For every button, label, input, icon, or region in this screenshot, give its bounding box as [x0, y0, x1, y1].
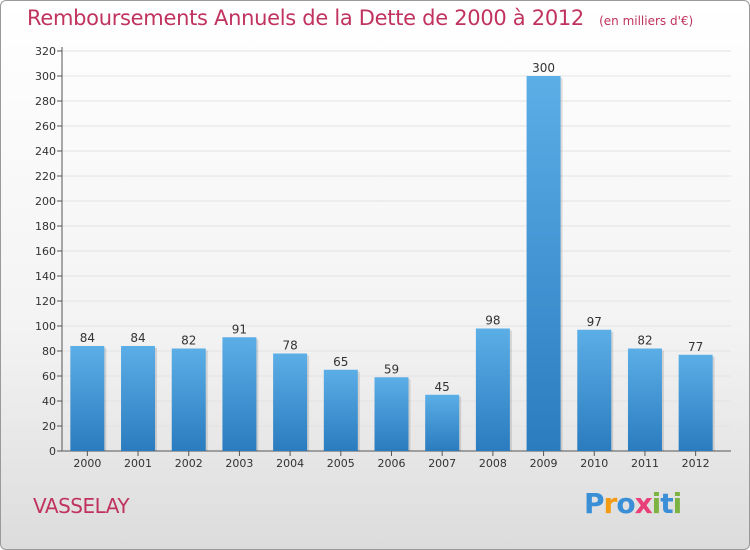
y-tick-label: 160 — [35, 245, 56, 258]
x-tick-label: 2010 — [580, 457, 608, 470]
y-tick-label: 220 — [35, 170, 56, 183]
bar-value-label: 77 — [688, 340, 703, 354]
y-tick-label: 60 — [42, 370, 56, 383]
y-tick-label: 260 — [35, 120, 56, 133]
x-tick-label: 2002 — [175, 457, 203, 470]
bar-value-label: 45 — [435, 380, 450, 394]
bar-value-label: 82 — [637, 334, 652, 348]
y-tick-label: 120 — [35, 295, 56, 308]
y-tick-label: 300 — [35, 70, 56, 83]
x-tick-label: 2003 — [225, 457, 253, 470]
bar-value-label: 91 — [232, 322, 247, 336]
x-tick-label: 2004 — [276, 457, 304, 470]
bar — [70, 346, 105, 451]
y-tick-label: 100 — [35, 320, 56, 333]
x-tick-label: 2005 — [327, 457, 355, 470]
x-tick-label: 2000 — [73, 457, 101, 470]
commune-name: VASSELAY — [33, 494, 130, 518]
x-tick-label: 2001 — [124, 457, 152, 470]
y-tick-label: 80 — [42, 345, 56, 358]
y-tick-label: 320 — [35, 45, 56, 58]
y-tick-label: 40 — [42, 395, 56, 408]
bar — [171, 348, 206, 451]
y-tick-label: 200 — [35, 195, 56, 208]
bar — [374, 377, 409, 451]
y-tick-label: 180 — [35, 220, 56, 233]
bar — [121, 346, 156, 451]
bar-value-label: 82 — [181, 334, 196, 348]
bars — [70, 76, 715, 451]
logo-letter: t — [660, 487, 673, 520]
logo-letter: P — [584, 487, 605, 520]
logo-letter: o — [616, 487, 635, 520]
bar — [222, 337, 257, 451]
logo-letter: r — [603, 487, 618, 520]
bar — [323, 369, 358, 451]
logo-letter: i — [651, 487, 662, 520]
bar — [627, 348, 662, 451]
bar-value-label: 300 — [532, 61, 555, 75]
y-tick-label: 20 — [42, 420, 56, 433]
bar-value-label: 78 — [282, 339, 297, 353]
bar — [273, 353, 308, 451]
logo-letter: i — [672, 487, 683, 520]
chart-title: Remboursements Annuels de la Dette de 20… — [27, 6, 584, 30]
y-tick-label: 280 — [35, 95, 56, 108]
bar-value-label: 84 — [130, 331, 145, 345]
axes: 0 20 40 60 80 100 120 140 160 180 200 220 240 260 280 3… — [35, 45, 731, 470]
x-tick-label: 2009 — [530, 457, 558, 470]
x-tick-label: 2008 — [479, 457, 507, 470]
bar-value-label: 97 — [587, 315, 602, 329]
bar — [526, 76, 561, 451]
bar — [475, 328, 510, 451]
bar — [577, 329, 612, 451]
x-tick-label: 2006 — [378, 457, 406, 470]
proxiti-logo: Proxiti — [584, 487, 683, 520]
bar-value-label: 59 — [384, 362, 399, 376]
x-tick-label: 2011 — [631, 457, 659, 470]
unit-note: (en milliers d'€) — [599, 14, 694, 28]
bar — [425, 394, 460, 451]
chart-title-group: Remboursements Annuels de la Dette de 20… — [27, 6, 693, 30]
y-tick-label: 0 — [49, 445, 56, 458]
bar-value-label: 98 — [485, 314, 500, 328]
bar-value-label: 84 — [80, 331, 95, 345]
bar — [678, 354, 713, 451]
bar-value-label: 65 — [333, 355, 348, 369]
y-tick-label: 140 — [35, 270, 56, 283]
x-tick-label: 2012 — [682, 457, 710, 470]
x-tick-label: 2007 — [428, 457, 456, 470]
y-tick-label: 240 — [35, 145, 56, 158]
logo-letter: x — [634, 487, 653, 520]
data-labels: 84 84 82 91 78 65 59 45 98 300 97 82 77 — [80, 61, 704, 394]
